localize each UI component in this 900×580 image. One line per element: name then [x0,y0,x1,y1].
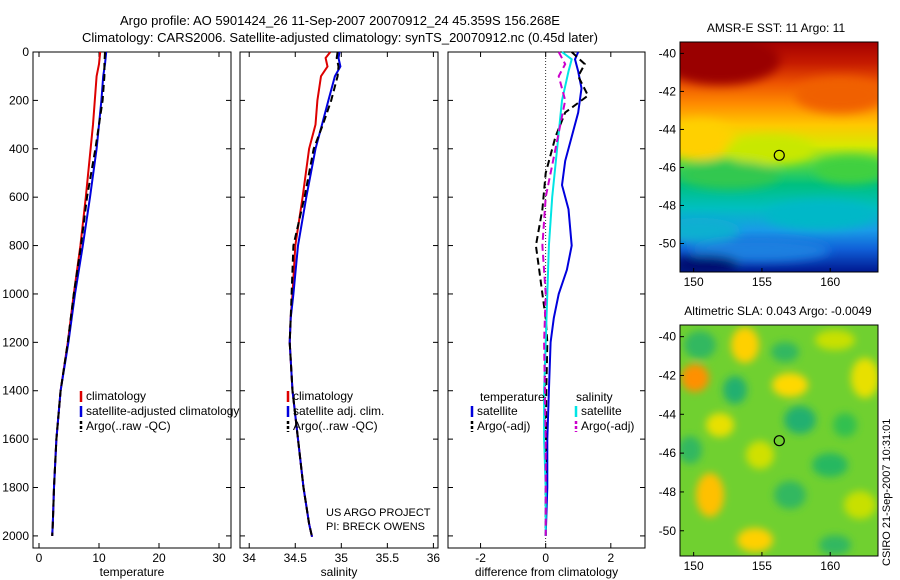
x-tick-label: 0 [542,551,549,565]
figure-title-line-2: Climatology: CARS2006. Satellite-adjuste… [82,30,598,45]
salinity-axes-frame [239,51,439,549]
y-tick-label: -40 [659,330,677,344]
series-line [288,51,340,537]
series-line [51,51,108,536]
sla-map-panel: 150 155 160 -40 -42 -44 -46 -48 -50 Altimetric S… [659,304,879,573]
x-tick-label: 35 [335,551,349,565]
series-line [288,51,342,537]
y-tick-label: -44 [659,407,677,421]
x-tick-label: 2 [607,551,614,565]
x-tick-label: 0 [36,551,43,565]
y-tick-label: -46 [659,160,677,174]
x-tick-label: 150 [684,275,704,289]
y-tick-label: -46 [659,446,677,460]
legend-label: satellite [477,404,518,418]
series-line [51,51,106,536]
legend-label: satellite-adjusted climatology [86,404,239,418]
x-tick-label: 35.5 [376,551,400,565]
sla-map-frame [679,324,879,557]
legend-title: salinity [576,390,613,404]
series-line [544,51,583,536]
x-tick-label: 160 [820,275,840,289]
sst-map-frame [679,41,879,273]
salinity-profile-panel: 34 34.5 35 35.5 36 salinity climatologysatelli… [239,51,441,579]
y-tick-label: 400 [9,142,29,156]
legend-label: climatology [293,389,353,403]
y-tick-label: 600 [9,190,29,204]
x-tick-label: 155 [752,559,772,573]
x-tick-label: 36 [427,551,441,565]
x-tick-label: -2 [475,551,486,565]
project-label: US ARGO PROJECT [326,507,431,519]
y-tick-label: 1400 [2,384,29,398]
y-tick-label: 200 [9,93,29,107]
sst-map-image [680,42,878,272]
temperature-x-axis-label: temperature [100,565,165,579]
sst-map-panel: 150 155 160 -40 -42 -44 -46 -48 -50 AMSR-E SST: … [659,21,879,289]
legend-label: Argo(..raw -QC) [293,419,378,433]
y-tick-label: -50 [659,236,677,250]
sla-map-image [680,325,878,556]
sla-map-title: Altimetric SLA: 0.043 Argo: -0.0049 [684,304,872,318]
legend-label: climatology [86,389,146,403]
y-tick-label: 800 [9,239,29,253]
argo-position-marker [773,149,785,161]
difference-x-axis-label: difference from climatology [475,565,618,579]
legend-label: satellite adj. clim. [293,404,384,418]
y-tick-label: -40 [659,46,677,60]
series-line [534,51,590,536]
y-tick-label: -42 [659,84,677,98]
legend-label: Argo(..raw -QC) [86,419,171,433]
temperature-axes-frame [32,51,232,549]
y-tick-label: -42 [659,368,677,382]
credit-label: CSIRO 21-Sep-2007 10:31:01 [881,418,893,566]
series-line [288,51,332,537]
pi-label: PI: BRECK OWENS [326,521,425,533]
x-tick-label: 150 [684,559,704,573]
legend-label: Argo(-adj) [477,419,530,433]
y-tick-label: -48 [659,485,677,499]
y-tick-label: 1800 [2,481,29,495]
y-tick-label: 0 [22,45,29,59]
x-tick-label: 30 [212,551,226,565]
x-tick-label: 160 [820,559,840,573]
y-tick-label: 1600 [2,432,29,446]
legend-label: satellite [581,404,622,418]
salinity-x-axis-label: salinity [321,565,358,579]
y-tick-label: 1000 [2,287,29,301]
series-line [541,51,567,536]
temperature-profile-panel: 0 10 20 30 0 200 400 600 800 1000 1200 1400 1600 1800… [2,45,239,579]
series-line [543,51,573,536]
x-tick-label: 155 [752,275,772,289]
y-tick-label: 2000 [2,529,29,543]
series-line [51,51,102,536]
figure-title-line-1: Argo profile: AO 5901424_26 11-Sep-2007 … [120,13,560,28]
y-tick-label: -44 [659,122,677,136]
x-tick-label: 10 [92,551,106,565]
x-tick-label: 34 [243,551,257,565]
x-tick-label: 34.5 [284,551,308,565]
y-tick-label: 1200 [2,335,29,349]
argo-position-marker [773,435,785,447]
legend-title: temperature [480,390,545,404]
y-tick-label: -50 [659,524,677,538]
y-tick-label: -48 [659,198,677,212]
legend-label: Argo(-adj) [581,419,634,433]
sst-map-title: AMSR-E SST: 11 Argo: 11 [707,21,846,35]
x-tick-label: 20 [152,551,166,565]
difference-axes-frame [447,51,646,549]
